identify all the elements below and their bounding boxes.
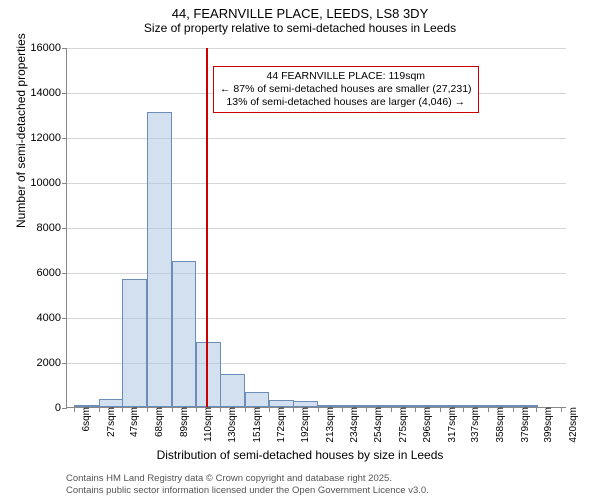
xtick-mark <box>318 407 319 412</box>
histogram-bar <box>269 400 294 407</box>
annotation-box: 44 FEARNVILLE PLACE: 119sqm← 87% of semi… <box>213 66 479 113</box>
xtick-mark <box>488 407 489 412</box>
annotation-line: ← 87% of semi-detached houses are smalle… <box>220 83 472 96</box>
ytick-mark <box>62 408 67 409</box>
histogram-bar <box>196 342 221 407</box>
xtick-label: 89sqm <box>175 407 190 437</box>
histogram-bar <box>122 279 147 407</box>
xtick-mark <box>74 407 75 412</box>
xtick-label: 379sqm <box>516 407 531 443</box>
credits: Contains HM Land Registry data © Crown c… <box>66 473 429 496</box>
xtick-label: 213sqm <box>321 407 336 443</box>
xtick-label: 337sqm <box>466 407 481 443</box>
histogram-bar <box>172 261 197 407</box>
xtick-label: 358sqm <box>491 407 506 443</box>
histogram-bar <box>99 399 124 407</box>
xtick-label: 234sqm <box>345 407 360 443</box>
xtick-label: 130sqm <box>223 407 238 443</box>
xtick-mark <box>513 407 514 412</box>
xtick-mark <box>391 407 392 412</box>
xtick-mark <box>342 407 343 412</box>
xtick-mark <box>245 407 246 412</box>
xtick-label: 317sqm <box>443 407 458 443</box>
xtick-mark <box>196 407 197 412</box>
xtick-label: 172sqm <box>272 407 287 443</box>
xtick-label: 420sqm <box>564 407 579 443</box>
y-axis-label: Number of semi-detached properties <box>14 33 28 228</box>
plot-area: 02000400060008000100001200014000160006sq… <box>66 48 566 408</box>
xtick-label: 6sqm <box>77 407 92 431</box>
xtick-mark <box>99 407 100 412</box>
xtick-mark <box>440 407 441 412</box>
credit-line-1: Contains HM Land Registry data © Crown c… <box>66 473 429 484</box>
x-axis-label: Distribution of semi-detached houses by … <box>0 448 600 462</box>
histogram-bar <box>220 374 245 407</box>
xtick-mark <box>122 407 123 412</box>
xtick-label: 275sqm <box>394 407 409 443</box>
xtick-label: 151sqm <box>248 407 263 443</box>
annotation-line: 44 FEARNVILLE PLACE: 119sqm <box>220 70 472 83</box>
chart-title: 44, FEARNVILLE PLACE, LEEDS, LS8 3DY <box>0 0 600 21</box>
xtick-label: 47sqm <box>125 407 140 437</box>
xtick-mark <box>147 407 148 412</box>
xtick-label: 68sqm <box>150 407 165 437</box>
xtick-label: 296sqm <box>418 407 433 443</box>
histogram-bar <box>147 112 172 407</box>
xtick-label: 27sqm <box>102 407 117 437</box>
xtick-mark <box>536 407 537 412</box>
xtick-mark <box>561 407 562 412</box>
marker-line <box>206 48 208 407</box>
credit-line-2: Contains public sector information licen… <box>66 485 429 496</box>
xtick-label: 254sqm <box>369 407 384 443</box>
xtick-mark <box>220 407 221 412</box>
xtick-mark <box>463 407 464 412</box>
annotation-line: 13% of semi-detached houses are larger (… <box>220 96 472 109</box>
xtick-label: 192sqm <box>296 407 311 443</box>
xtick-mark <box>366 407 367 412</box>
xtick-label: 399sqm <box>539 407 554 443</box>
xtick-label: 110sqm <box>199 407 214 442</box>
xtick-mark <box>293 407 294 412</box>
xtick-mark <box>269 407 270 412</box>
chart-subtitle: Size of property relative to semi-detach… <box>0 21 600 39</box>
xtick-mark <box>415 407 416 412</box>
histogram-bar <box>245 392 270 407</box>
xtick-mark <box>172 407 173 412</box>
